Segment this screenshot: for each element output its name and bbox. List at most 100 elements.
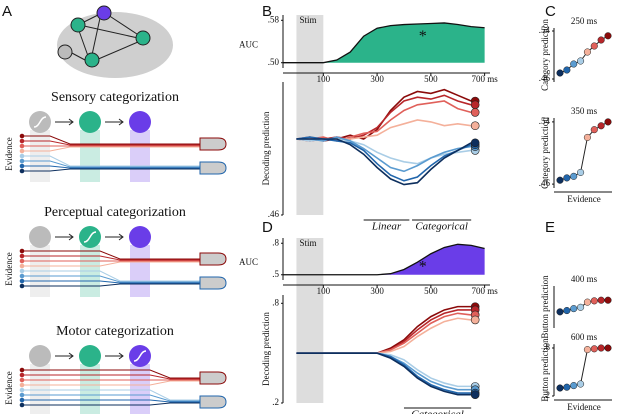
x-tick-label: 500: [424, 74, 438, 84]
dot: [597, 36, 605, 44]
network-arrows: [69, 13, 141, 61]
dot: [570, 382, 578, 390]
dot: [577, 168, 585, 176]
y-tick-label: .8: [272, 297, 279, 307]
dot: [583, 48, 591, 56]
span-label: Categorical: [415, 221, 468, 233]
node: [29, 226, 51, 248]
panel-a-layout: [57, 5, 173, 78]
dot: [563, 383, 571, 391]
dot: [583, 133, 591, 141]
end-dot: [470, 390, 480, 399]
end-dot: [470, 121, 480, 130]
hand-blue: [199, 276, 227, 290]
arrow: [105, 352, 124, 360]
sigmoid: [83, 231, 97, 243]
hand-blue: [199, 161, 227, 175]
evidence-dot: [19, 397, 25, 403]
evidence-line: [22, 380, 200, 386]
evidence-dot: [19, 372, 25, 378]
evidence-dot: [19, 138, 25, 144]
dot: [577, 303, 585, 311]
band: [130, 245, 150, 297]
dot: [577, 380, 585, 388]
dot: [590, 42, 598, 50]
node: [129, 226, 151, 248]
dot: [604, 118, 612, 126]
y-label: Decoding prediction: [261, 111, 271, 185]
dot: [590, 126, 598, 134]
evidence-line: [22, 369, 200, 379]
panel-letter: E: [545, 219, 555, 236]
stim-label: Stim: [299, 238, 316, 248]
auc-line: [283, 243, 485, 276]
dot: [583, 298, 591, 306]
evidence-line: [22, 165, 200, 169]
section-title: Sensory categorization: [51, 90, 179, 105]
decoding-line: [296, 100, 472, 142]
time-title: 350 ms: [571, 106, 598, 116]
decoding-line: [296, 352, 472, 396]
evidence-dot: [19, 387, 25, 393]
evidence-dot: [19, 273, 25, 279]
panel-letter: A: [2, 3, 12, 20]
trend-line: [559, 347, 608, 389]
evidence-line: [22, 374, 200, 380]
arrow: [105, 118, 124, 126]
auc-line: [283, 22, 485, 64]
evidence-dot: [19, 258, 25, 264]
span-label: Categorical: [411, 409, 464, 414]
evidence-line: [22, 283, 200, 287]
x-label: Evidence: [567, 194, 600, 204]
evidence-dot: [19, 153, 25, 159]
x-tick-label: 700 ms: [471, 74, 498, 84]
y-tick-label: .46: [268, 209, 280, 219]
arrow: [55, 352, 74, 360]
trend-line: [559, 121, 609, 181]
y-label: Button prediction: [540, 275, 550, 339]
evidence-line: [22, 270, 200, 282]
evidence-dot: [19, 382, 25, 388]
dot: [597, 344, 605, 352]
dot: [556, 384, 564, 392]
evidence-dot: [19, 402, 25, 408]
x-tick-label: 100: [317, 286, 331, 296]
significance: *: [419, 28, 427, 45]
evidence-dot: [19, 133, 25, 139]
evidence-line: [22, 394, 200, 402]
y-tick-label: .46: [539, 73, 551, 83]
evidence-dot: [19, 163, 25, 169]
end-dot: [470, 315, 480, 325]
evidence-line: [22, 146, 200, 152]
dot: [604, 344, 612, 352]
evidence-dot: [19, 278, 25, 284]
significance: *: [419, 258, 427, 275]
evidence-line: [22, 155, 200, 167]
y-tick-label: .5: [272, 269, 279, 279]
evidence-line: [22, 275, 200, 283]
hand-red: [199, 371, 227, 385]
sigmoid: [133, 350, 147, 362]
y-label: AUC: [239, 257, 258, 267]
evidence-line: [22, 160, 200, 168]
band: [80, 364, 100, 414]
evidence-dot: [19, 263, 25, 269]
evidence-dot: [19, 248, 25, 254]
x-tick-label: 500: [424, 286, 438, 296]
evidence-line: [22, 399, 200, 403]
y-tick-label: .50: [268, 57, 280, 67]
section-title: Perceptual categorization: [44, 205, 186, 220]
dot: [570, 305, 578, 313]
dot: [556, 69, 564, 77]
dot: [570, 60, 578, 68]
y-label: AUC: [239, 40, 258, 50]
end-dot: [470, 138, 480, 148]
panel-a-sections: Sensory categorization Evidence Perceptual…: [4, 90, 227, 414]
panel-letter: D: [262, 219, 273, 236]
evidence-label: Evidence: [4, 252, 14, 285]
dot: [556, 308, 564, 316]
section-title: Motor categorization: [56, 324, 174, 339]
evidence-dot: [19, 392, 25, 398]
node: [79, 111, 101, 133]
